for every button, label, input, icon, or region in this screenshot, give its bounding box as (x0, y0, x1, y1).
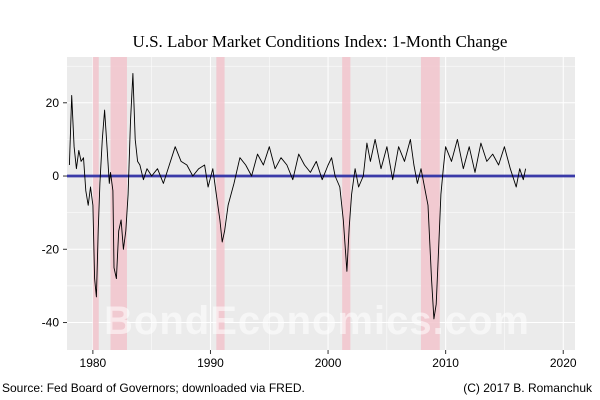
recession-band (342, 57, 351, 350)
x-tick-label: 2020 (550, 356, 577, 370)
x-axis-ticks: 1980 1990 2000 2010 2020 (80, 350, 577, 370)
recession-band (110, 57, 127, 350)
y-tick-label: 0 (52, 169, 59, 183)
recession-bands (92, 57, 440, 350)
y-tick-label: 20 (46, 96, 60, 110)
y-axis-ticks: -40 -20 0 20 (42, 96, 67, 330)
y-tick-label: -40 (42, 316, 60, 330)
chart-title: U.S. Labor Market Conditions Index: 1-Mo… (133, 32, 508, 51)
recession-band (216, 57, 225, 350)
watermark: BondEconomics.com (104, 299, 530, 343)
x-tick-label: 2010 (432, 356, 459, 370)
series-line (68, 73, 527, 320)
x-tick-label: 1980 (80, 356, 107, 370)
x-tick-label: 2000 (315, 356, 342, 370)
source-note: Source: Fed Board of Governors; download… (2, 381, 305, 395)
recession-band (420, 57, 440, 350)
x-tick-label: 1990 (197, 356, 224, 370)
recession-band (92, 57, 99, 350)
copyright-note: (C) 2017 B. Romanchuk (463, 381, 593, 395)
y-tick-label: -20 (42, 242, 60, 256)
